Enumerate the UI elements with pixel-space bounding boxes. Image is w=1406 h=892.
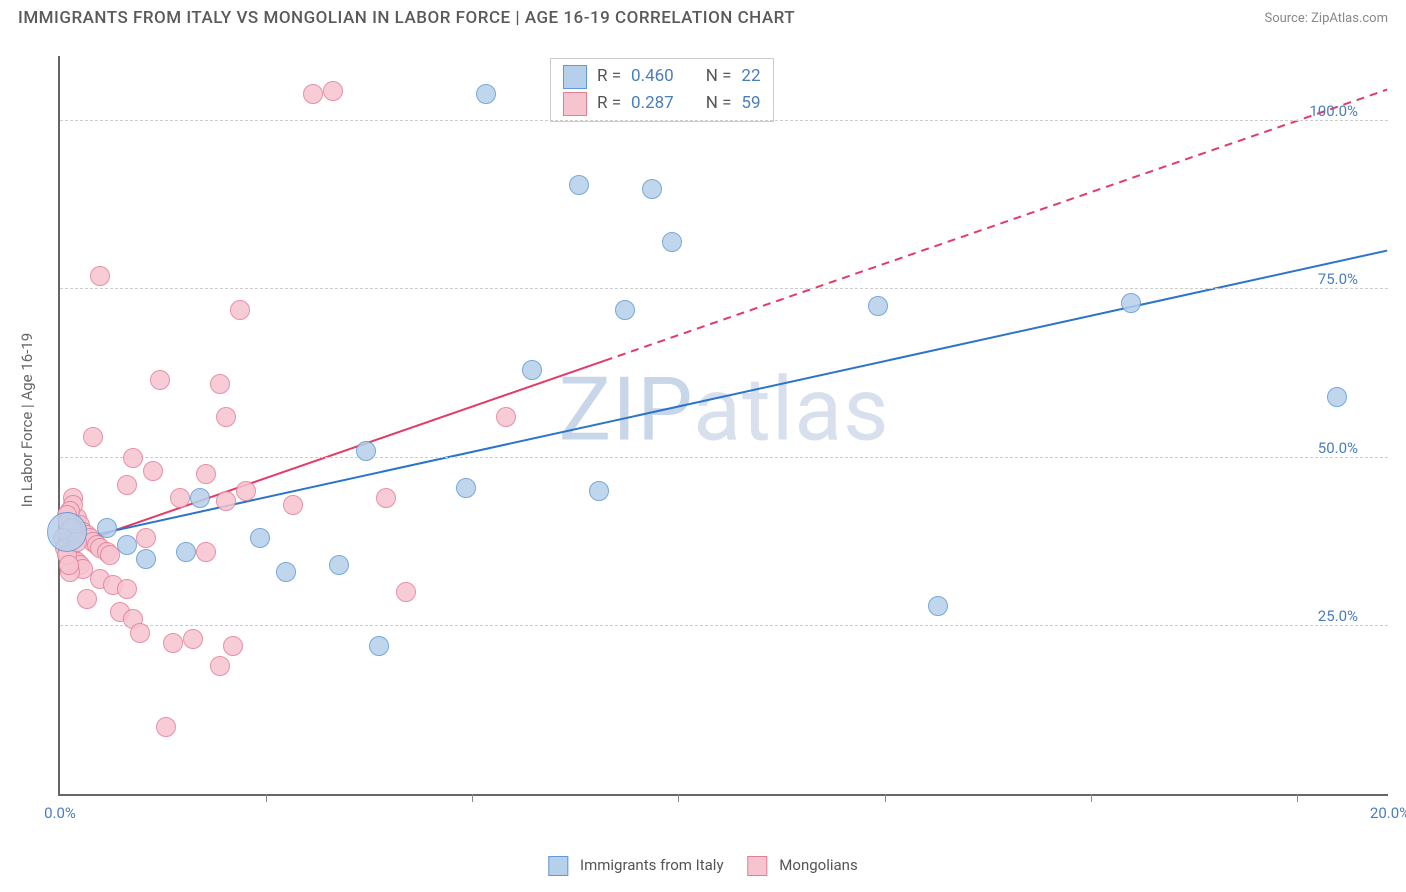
grid-line-horizontal: [60, 457, 1388, 458]
y-tick-label: 50.0%: [1318, 439, 1358, 457]
scatter-point-mongolian: [183, 629, 203, 649]
scatter-point-mongolian: [223, 636, 243, 656]
scatter-point-mongolian: [90, 266, 110, 286]
scatter-point-mongolian: [150, 370, 170, 390]
scatter-point-mongolian: [83, 427, 103, 447]
r-value-mongolian: 0.287: [631, 90, 674, 117]
chart-source: Source: ZipAtlas.com: [1264, 11, 1388, 26]
y-axis-title: In Labor Force | Age 16-19: [18, 333, 36, 507]
scatter-point-italy: [868, 296, 888, 316]
y-tick-label: 25.0%: [1318, 607, 1358, 625]
scatter-point-italy: [1327, 387, 1347, 407]
x-minor-tick: [678, 794, 679, 802]
legend-swatch-italy: [563, 65, 587, 89]
y-tick-label: 75.0%: [1318, 270, 1358, 288]
scatter-point-italy: [176, 542, 196, 562]
scatter-point-mongolian: [283, 495, 303, 515]
legend-bottom-swatch-italy: [548, 856, 568, 876]
scatter-point-italy: [456, 478, 476, 498]
scatter-point-italy: [329, 555, 349, 575]
x-tick-label: 20.0%: [1370, 804, 1406, 822]
grid-line-horizontal: [60, 288, 1388, 289]
scatter-point-italy: [97, 518, 117, 538]
legend-row-italy: R = 0.460 N = 22: [563, 63, 761, 90]
x-minor-tick: [1091, 794, 1092, 802]
scatter-point-mongolian: [130, 623, 150, 643]
legend-correlation-box: R = 0.460 N = 22 R = 0.287 N = 59: [550, 58, 774, 122]
scatter-point-mongolian: [196, 542, 216, 562]
scatter-point-italy: [522, 360, 542, 380]
scatter-point-italy: [190, 488, 210, 508]
legend-bottom-swatch-mongolian: [748, 856, 768, 876]
scatter-point-italy: [642, 179, 662, 199]
scatter-point-mongolian: [136, 528, 156, 548]
legend-label-italy: Immigrants from Italy: [580, 856, 724, 874]
scatter-point-italy: [117, 535, 137, 555]
scatter-point-mongolian: [323, 81, 343, 101]
scatter-point-italy: [589, 481, 609, 501]
scatter-point-mongolian: [210, 374, 230, 394]
grid-line-horizontal: [60, 625, 1388, 626]
scatter-point-italy: [276, 562, 296, 582]
scatter-point-italy: [136, 549, 156, 569]
scatter-point-mongolian: [196, 464, 216, 484]
scatter-point-mongolian: [376, 488, 396, 508]
legend-swatch-mongolian: [563, 92, 587, 116]
scatter-point-mongolian: [303, 84, 323, 104]
scatter-point-mongolian: [216, 491, 236, 511]
scatter-point-italy: [369, 636, 389, 656]
r-value-italy: 0.460: [631, 63, 674, 90]
legend-bottom: Immigrants from Italy Mongolians: [548, 856, 857, 876]
scatter-point-italy: [356, 441, 376, 461]
scatter-point-mongolian: [77, 589, 97, 609]
scatter-point-italy: [615, 300, 635, 320]
x-minor-tick: [885, 794, 886, 802]
scatter-point-italy: [569, 175, 589, 195]
scatter-point-mongolian: [117, 475, 137, 495]
n-label: N =: [706, 63, 732, 90]
scatter-point-italy: [928, 596, 948, 616]
scatter-point-mongolian: [216, 407, 236, 427]
legend-row-mongolian: R = 0.287 N = 59: [563, 90, 761, 117]
scatter-point-mongolian: [170, 488, 190, 508]
scatter-point-italy: [662, 232, 682, 252]
grid-line-horizontal: [60, 120, 1388, 121]
chart-title: IMMIGRANTS FROM ITALY VS MONGOLIAN IN LA…: [18, 8, 795, 28]
scatter-point-italy: [1121, 293, 1141, 313]
legend-label-mongolian: Mongolians: [779, 856, 857, 874]
scatter-point-mongolian: [396, 582, 416, 602]
x-minor-tick: [1297, 794, 1298, 802]
scatter-point-mongolian: [236, 481, 256, 501]
scatter-point-italy: [250, 528, 270, 548]
scatter-point-mongolian: [163, 633, 183, 653]
chart-plot-area: ZIPatlas R = 0.460 N = 22 R = 0.287 N = …: [58, 56, 1388, 796]
scatter-point-italy: [47, 512, 87, 552]
n-value-mongolian: 59: [741, 90, 760, 117]
r-label: R =: [597, 90, 621, 117]
scatter-point-mongolian: [143, 461, 163, 481]
scatter-point-mongolian: [156, 717, 176, 737]
chart-container: IMMIGRANTS FROM ITALY VS MONGOLIAN IN LA…: [0, 0, 1406, 892]
y-tick-label: 100.0%: [1309, 102, 1358, 120]
scatter-point-mongolian: [496, 407, 516, 427]
n-value-italy: 22: [741, 63, 760, 90]
x-minor-tick: [266, 794, 267, 802]
scatter-point-mongolian: [230, 300, 250, 320]
legend-item-italy: Immigrants from Italy: [548, 856, 723, 876]
x-tick-label: 0.0%: [44, 804, 76, 822]
trend-lines-layer: [60, 56, 1388, 794]
chart-header: IMMIGRANTS FROM ITALY VS MONGOLIAN IN LA…: [0, 0, 1406, 34]
scatter-point-mongolian: [210, 656, 230, 676]
x-minor-tick: [472, 794, 473, 802]
scatter-point-mongolian: [117, 579, 137, 599]
legend-item-mongolian: Mongolians: [748, 856, 858, 876]
scatter-point-mongolian: [123, 448, 143, 468]
n-label: N =: [706, 90, 732, 117]
r-label: R =: [597, 63, 621, 90]
scatter-point-mongolian: [59, 555, 79, 575]
scatter-point-italy: [476, 84, 496, 104]
